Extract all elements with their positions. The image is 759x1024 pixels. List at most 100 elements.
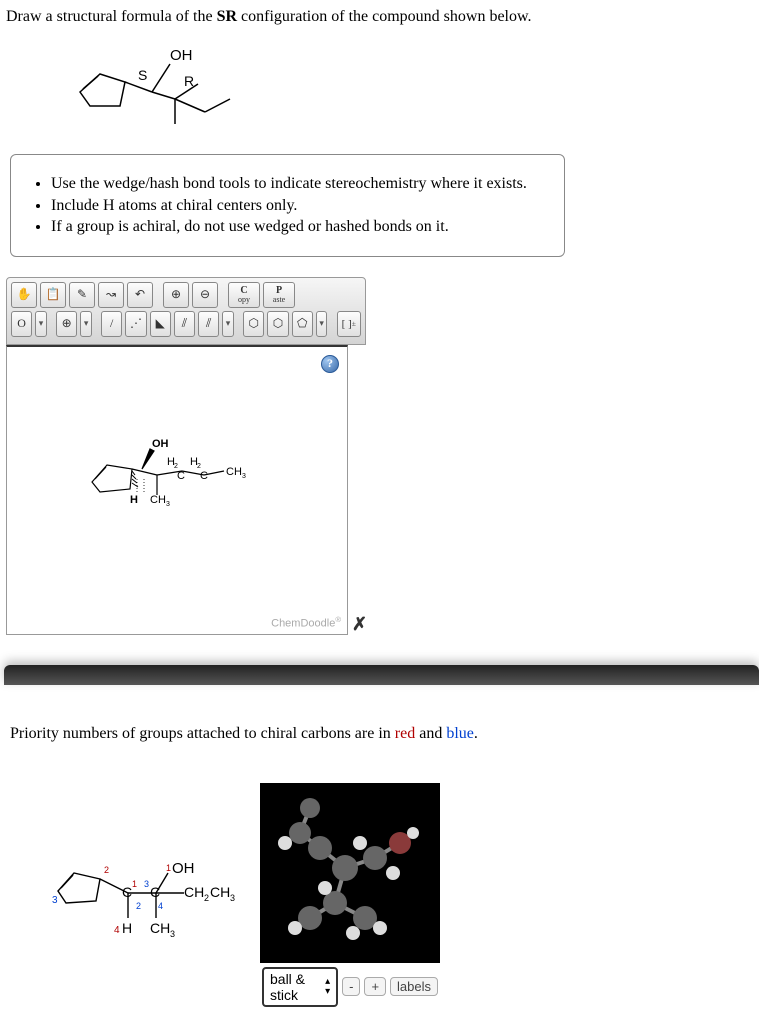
- zoom-in-viewer-button[interactable]: +: [364, 977, 386, 996]
- zoom-in-icon: ⊕: [171, 287, 181, 302]
- bond-dropdown[interactable]: ▾: [222, 311, 234, 337]
- plus-icon: ⊕: [62, 316, 72, 331]
- bond-icon: /: [110, 316, 113, 331]
- labels-text: labels: [397, 979, 431, 994]
- zoom-in-button[interactable]: ⊕: [163, 282, 189, 308]
- charge-label: [ ]: [342, 318, 352, 330]
- select-arrows-icon: ▴▾: [325, 977, 330, 997]
- zoom-out-icon: ⊖: [200, 287, 210, 302]
- viewer-controls: ball & stick ▴▾ - + labels: [260, 963, 440, 1011]
- plus-dropdown[interactable]: ▾: [80, 311, 92, 337]
- svg-text:C: C: [122, 884, 132, 900]
- label-oh: OH: [170, 47, 193, 64]
- svg-text:2: 2: [174, 463, 178, 470]
- help-icon: ?: [327, 356, 333, 371]
- chemdoodle-brand: ChemDoodle®: [271, 615, 341, 630]
- hash-icon: ⫽: [182, 316, 187, 331]
- question-suffix: configuration of the compound shown belo…: [237, 8, 531, 25]
- hexagon-button[interactable]: ⬡: [243, 311, 264, 337]
- svg-text:2: 2: [104, 865, 109, 875]
- svg-text:4: 4: [114, 925, 120, 936]
- wedge-bond-button[interactable]: ◣: [150, 311, 171, 337]
- svg-text:2: 2: [204, 893, 209, 903]
- priority-blue: blue: [446, 725, 474, 742]
- zoom-out-viewer-button[interactable]: -: [342, 977, 360, 996]
- svg-text:C: C: [177, 470, 185, 482]
- atom-dropdown[interactable]: ▾: [35, 311, 47, 337]
- hash2-bond-button[interactable]: ⫽: [198, 311, 219, 337]
- svg-text:H: H: [122, 920, 132, 936]
- svg-text:3: 3: [166, 501, 170, 508]
- single-bond-button[interactable]: /: [101, 311, 122, 337]
- sketcher-toolbar: ✋ 📋 ✎ ↝ ↶ ⊕ ⊖ C opy P aste O ▾ ⊕ ▾: [6, 277, 366, 345]
- pentagon-button[interactable]: ⬠: [292, 311, 313, 337]
- label-r: R: [184, 73, 194, 89]
- prompt-molecule: OH S R: [70, 44, 759, 134]
- ring-dropdown[interactable]: ▾: [316, 311, 328, 337]
- feedback-section: Priority numbers of groups attached to c…: [0, 685, 759, 1021]
- dotted-icon: ⋰: [130, 316, 142, 331]
- hash-bond-button[interactable]: ⫽: [174, 311, 195, 337]
- question-prefix: Draw a structural formula of the: [6, 8, 217, 25]
- svg-text:3: 3: [242, 473, 246, 480]
- question-text: Draw a structural formula of the SR conf…: [0, 0, 759, 34]
- svg-text:H: H: [130, 494, 138, 506]
- open-button[interactable]: 📋: [40, 282, 66, 308]
- copy-button[interactable]: C opy: [228, 282, 260, 308]
- undo-button[interactable]: ↶: [127, 282, 153, 308]
- plus-icon: +: [371, 979, 379, 994]
- help-button[interactable]: ?: [321, 355, 339, 373]
- svg-text:3: 3: [144, 879, 149, 889]
- svg-text:CH: CH: [150, 494, 166, 506]
- svg-text:C: C: [200, 470, 208, 482]
- svg-text:1: 1: [166, 863, 171, 873]
- instruction-item: Use the wedge/hash bond tools to indicat…: [51, 173, 544, 195]
- dotted-bond-button[interactable]: ⋰: [125, 311, 146, 337]
- viewer-3d: ball & stick ▴▾ - + labels: [260, 783, 440, 1011]
- svg-text:CH: CH: [210, 884, 230, 900]
- lasso-icon: ↝: [106, 287, 116, 302]
- viewer-3d-canvas[interactable]: [260, 783, 440, 963]
- clear-button[interactable]: ✗: [352, 614, 367, 635]
- hand-icon: ✋: [17, 287, 32, 302]
- label-s: S: [138, 67, 147, 83]
- svg-text:4: 4: [158, 901, 163, 911]
- benzene-button[interactable]: ⬡: [267, 311, 288, 337]
- drawn-structure: OH H2 H2 C C CH3 H CH3: [7, 347, 347, 607]
- svg-text:OH: OH: [172, 860, 195, 877]
- atom-o-button[interactable]: O: [11, 311, 32, 337]
- hand-tool-button[interactable]: ✋: [11, 282, 37, 308]
- wedge-icon: ◣: [156, 316, 165, 331]
- atom-o-label: O: [17, 316, 26, 331]
- plus-atom-button[interactable]: ⊕: [56, 311, 77, 337]
- svg-text:3: 3: [170, 929, 175, 939]
- instruction-item: If a group is achiral, do not use wedged…: [51, 216, 544, 238]
- labels-button[interactable]: labels: [390, 977, 438, 996]
- render-mode-select[interactable]: ball & stick ▴▾: [262, 967, 338, 1007]
- charge-button[interactable]: [ ]±: [337, 311, 361, 337]
- undo-icon: ↶: [135, 287, 145, 302]
- pent-icon: ⬠: [297, 316, 307, 331]
- formula-2d: 1 OH 2 C 1 C 3 CH2CH3 3 2 4 H CH3 4: [50, 783, 240, 966]
- svg-text:3: 3: [52, 895, 58, 906]
- hex-icon: ⬡: [248, 316, 258, 331]
- pencil-icon: ✎: [77, 287, 87, 302]
- question-bold: SR: [217, 8, 237, 25]
- copy-sub: opy: [238, 296, 250, 304]
- render-mode-label: ball & stick: [270, 971, 317, 1003]
- svg-text:CH: CH: [226, 466, 242, 478]
- svg-text:CH: CH: [184, 884, 204, 900]
- priority-red: red: [395, 725, 415, 742]
- svg-text:C: C: [150, 884, 160, 900]
- svg-text:3: 3: [230, 893, 235, 903]
- hash2-icon: ⫽: [206, 316, 211, 331]
- minus-icon: -: [349, 979, 353, 994]
- sketcher-canvas[interactable]: ?: [6, 345, 348, 635]
- draw-button[interactable]: ✎: [69, 282, 95, 308]
- hex2-icon: ⬡: [273, 316, 283, 331]
- charge-pm: ±: [352, 319, 356, 328]
- lasso-button[interactable]: ↝: [98, 282, 124, 308]
- zoom-out-button[interactable]: ⊖: [192, 282, 218, 308]
- paste-button[interactable]: P aste: [263, 282, 295, 308]
- priority-text: Priority numbers of groups attached to c…: [10, 725, 751, 743]
